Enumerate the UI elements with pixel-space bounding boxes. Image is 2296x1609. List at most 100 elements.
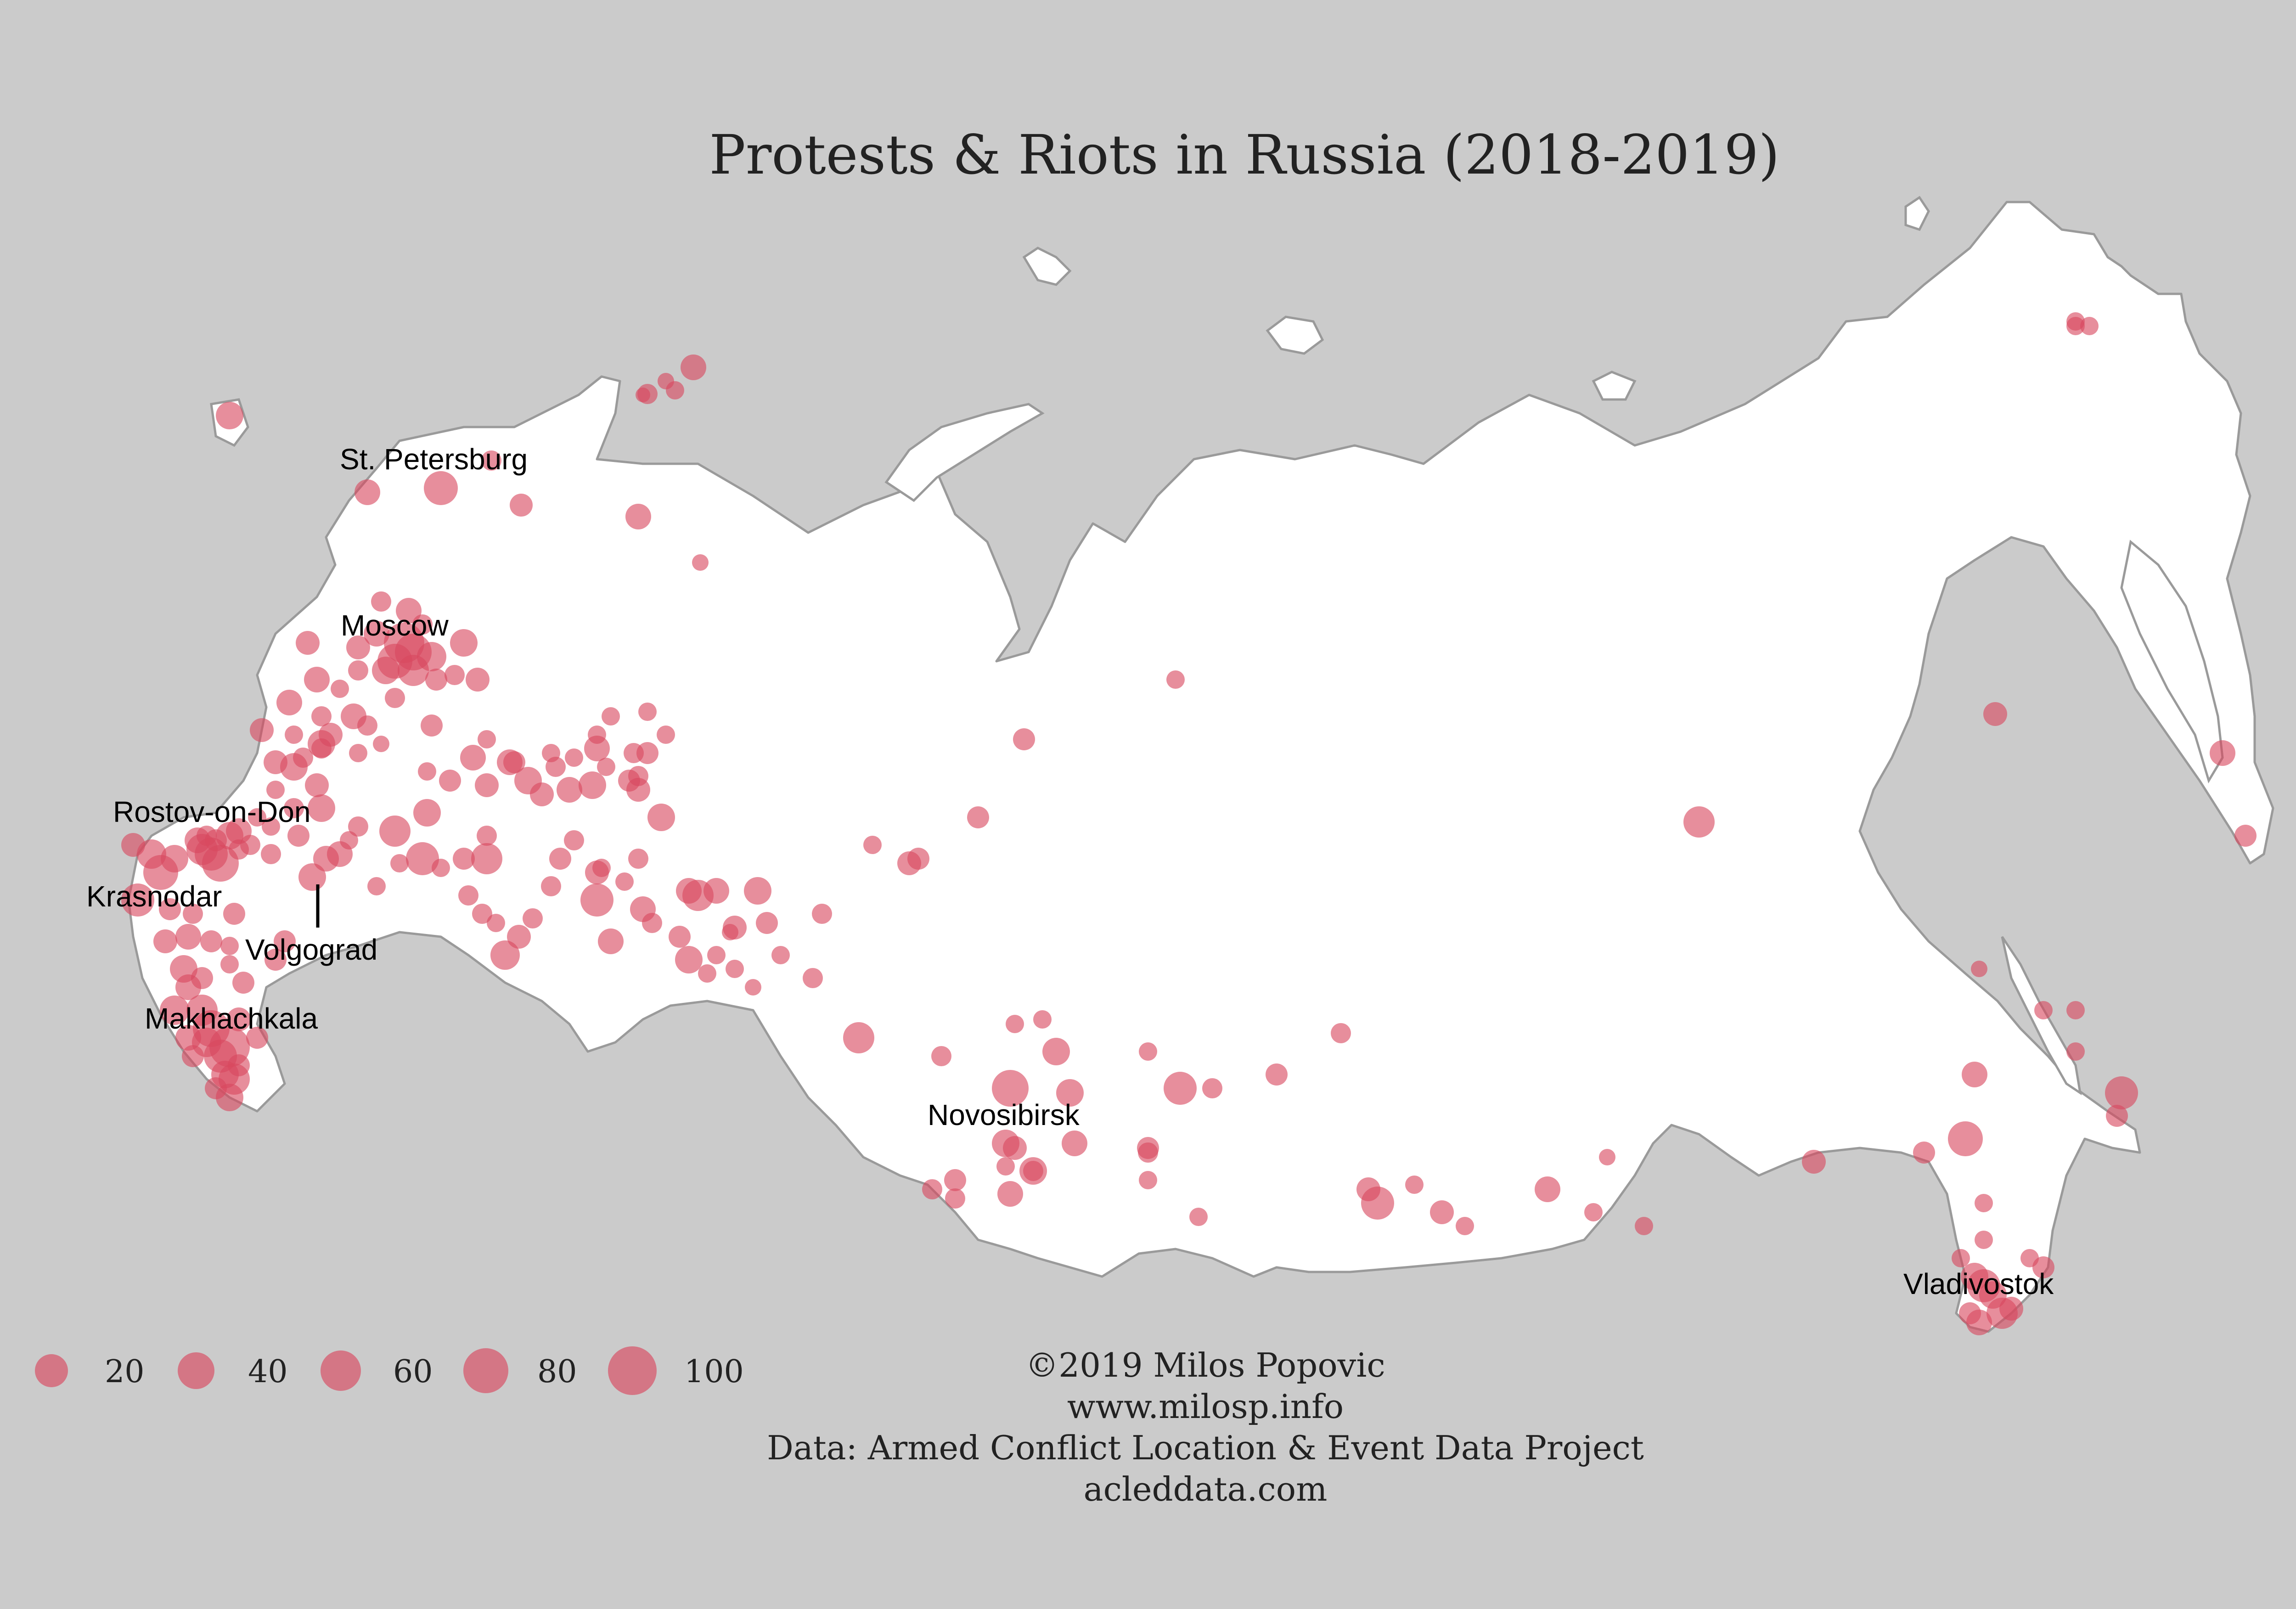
protest-marker bbox=[143, 855, 178, 890]
protest-marker bbox=[843, 1022, 874, 1053]
legend-label-20: 20 bbox=[105, 1354, 145, 1390]
protest-marker bbox=[285, 726, 303, 744]
protest-marker bbox=[615, 872, 634, 891]
protest-marker bbox=[458, 885, 478, 906]
protest-marker bbox=[675, 946, 703, 973]
protest-marker bbox=[592, 859, 611, 877]
city-label-volgograd: Volgograd bbox=[245, 933, 377, 966]
city-label-rostov-on-don: Rostov-on-Don bbox=[113, 795, 310, 828]
legend-circle-20 bbox=[35, 1354, 68, 1387]
protest-marker bbox=[229, 839, 249, 860]
novaya-zemlya bbox=[884, 403, 1045, 502]
protest-marker bbox=[628, 766, 648, 786]
city-label-moscow: Moscow bbox=[341, 609, 449, 642]
protest-marker bbox=[228, 1054, 250, 1076]
protest-marker bbox=[1023, 1161, 1043, 1181]
protest-marker bbox=[293, 748, 313, 768]
protest-marker bbox=[523, 908, 543, 928]
protest-marker bbox=[250, 718, 274, 742]
protest-marker bbox=[153, 929, 177, 953]
protest-marker bbox=[1138, 1142, 1158, 1163]
protest-marker bbox=[424, 471, 458, 505]
protest-marker bbox=[487, 914, 505, 932]
legend-label-100: 100 bbox=[684, 1354, 744, 1390]
protest-marker bbox=[931, 1046, 951, 1066]
protest-marker bbox=[385, 688, 405, 708]
protest-marker bbox=[477, 826, 497, 846]
protest-marker bbox=[2234, 825, 2257, 847]
protest-marker bbox=[1331, 1023, 1351, 1043]
protest-marker bbox=[726, 960, 744, 978]
protest-marker bbox=[1139, 1171, 1157, 1189]
protest-marker bbox=[657, 726, 675, 744]
protest-marker bbox=[1999, 1297, 2023, 1321]
protest-marker bbox=[121, 883, 154, 917]
protest-marker bbox=[160, 996, 189, 1025]
protest-marker bbox=[698, 964, 716, 983]
protest-marker bbox=[1802, 1150, 1826, 1174]
protest-marker bbox=[425, 669, 447, 691]
protest-marker bbox=[202, 845, 239, 882]
protest-marker bbox=[276, 690, 302, 715]
protest-marker bbox=[432, 859, 450, 877]
protest-marker bbox=[1266, 1063, 1288, 1086]
protest-marker bbox=[1948, 1121, 1983, 1156]
credit-data-source: Data: Armed Conflict Location & Event Da… bbox=[767, 1429, 1644, 1467]
city-label-makhachkala: Makhachkala bbox=[145, 1002, 318, 1035]
protest-marker bbox=[1952, 1249, 1970, 1267]
protest-marker bbox=[541, 876, 561, 896]
protest-marker bbox=[305, 773, 329, 797]
city-label-st-petersburg: St. Petersburg bbox=[340, 443, 528, 476]
protest-marker bbox=[1006, 1015, 1024, 1033]
protest-marker bbox=[396, 598, 422, 624]
protest-marker bbox=[2034, 1001, 2053, 1019]
protest-marker bbox=[638, 703, 657, 721]
mainland-russia bbox=[127, 201, 2274, 1333]
protest-marker bbox=[1535, 1176, 1560, 1202]
city-label-novosibirsk: Novosibirsk bbox=[928, 1098, 1080, 1131]
protest-marker bbox=[175, 1025, 201, 1051]
protest-marker bbox=[944, 1169, 966, 1191]
protest-marker bbox=[863, 836, 882, 854]
protest-marker bbox=[2066, 1001, 2085, 1019]
protest-marker bbox=[453, 848, 475, 870]
legend-label-60: 60 bbox=[393, 1354, 433, 1390]
protest-marker bbox=[1202, 1078, 1222, 1098]
credits-block: ©2019 Milos Popovic www.milosp.info Data… bbox=[767, 1346, 1644, 1508]
city-labels: St. Petersburg Moscow Rostov-on-Don Kras… bbox=[86, 443, 2054, 1300]
protest-marker bbox=[642, 913, 662, 933]
protest-marker bbox=[159, 898, 181, 920]
legend-label-40: 40 bbox=[248, 1354, 288, 1390]
legend-circle-40 bbox=[178, 1352, 214, 1389]
protest-marker bbox=[771, 946, 790, 964]
protest-marker bbox=[628, 849, 648, 869]
protest-marker bbox=[364, 621, 389, 647]
protest-marker bbox=[625, 504, 651, 529]
protest-marker bbox=[598, 928, 624, 954]
protest-marker bbox=[417, 642, 446, 671]
protest-marker bbox=[223, 903, 245, 925]
protest-marker bbox=[355, 479, 380, 505]
kamchatka-tip bbox=[2120, 540, 2224, 784]
protest-marker bbox=[2066, 317, 2085, 335]
size-legend: 20 40 60 80 100 bbox=[35, 1346, 744, 1395]
protest-marker bbox=[636, 742, 658, 764]
protest-marker bbox=[379, 816, 411, 847]
protest-marker bbox=[588, 726, 606, 744]
protest-marker bbox=[692, 554, 709, 571]
protest-marker bbox=[564, 830, 584, 850]
legend-circle-80 bbox=[463, 1348, 508, 1393]
protest-marker bbox=[1959, 1302, 1981, 1324]
protest-marker bbox=[1962, 1062, 1987, 1087]
protest-marker bbox=[1971, 961, 1987, 977]
protest-marker bbox=[421, 714, 443, 737]
protest-marker bbox=[744, 877, 771, 905]
protest-marker bbox=[723, 916, 747, 940]
protest-marker bbox=[542, 744, 560, 762]
protest-marker bbox=[1164, 1072, 1197, 1105]
protest-marker bbox=[756, 912, 778, 934]
protest-marker bbox=[331, 680, 349, 698]
protest-marker bbox=[308, 794, 335, 822]
